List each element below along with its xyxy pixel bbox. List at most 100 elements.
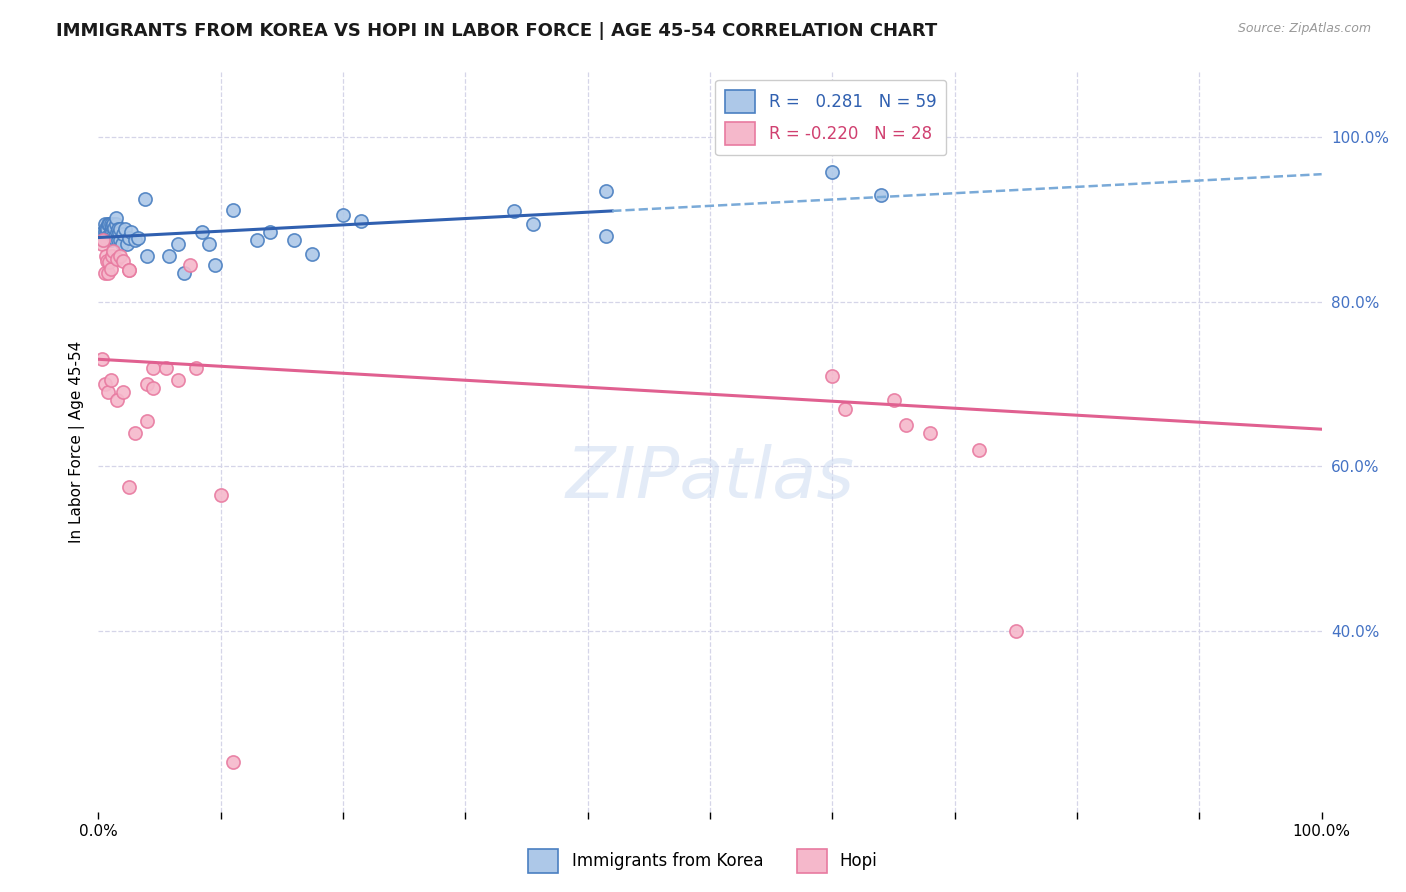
- Point: [103, 230, 125, 244]
- Point: [115, 237, 138, 252]
- Point: [118, 263, 141, 277]
- Point: [97, 385, 120, 400]
- Point: [100, 217, 122, 231]
- Point: [107, 233, 129, 247]
- Text: IMMIGRANTS FROM KOREA VS HOPI IN LABOR FORCE | AGE 45-54 CORRELATION CHART: IMMIGRANTS FROM KOREA VS HOPI IN LABOR F…: [56, 22, 938, 40]
- Point: [350, 214, 373, 228]
- Point: [821, 165, 844, 179]
- Point: [94, 220, 117, 235]
- Point: [595, 184, 617, 198]
- Point: [120, 225, 142, 239]
- Point: [246, 233, 269, 247]
- Point: [100, 233, 122, 247]
- Point: [142, 360, 165, 375]
- Point: [920, 426, 942, 441]
- Point: [197, 237, 219, 252]
- Point: [883, 393, 905, 408]
- Point: [522, 217, 544, 231]
- Point: [101, 250, 124, 264]
- Point: [167, 237, 190, 252]
- Point: [93, 266, 115, 280]
- Point: [167, 373, 190, 387]
- Point: [93, 217, 115, 231]
- Legend: R =   0.281   N = 59, R = -0.220   N = 28: R = 0.281 N = 59, R = -0.220 N = 28: [716, 79, 946, 155]
- Point: [136, 414, 159, 428]
- Point: [222, 756, 245, 770]
- Point: [110, 222, 132, 236]
- Point: [91, 237, 114, 252]
- Point: [96, 253, 118, 268]
- Point: [108, 227, 131, 241]
- Point: [96, 222, 118, 236]
- Point: [283, 233, 305, 247]
- Point: [136, 250, 159, 264]
- Point: [98, 255, 121, 269]
- Point: [118, 480, 141, 494]
- Point: [127, 230, 149, 244]
- Point: [821, 368, 844, 383]
- Point: [222, 202, 245, 217]
- Point: [136, 376, 159, 391]
- Point: [91, 225, 114, 239]
- Point: [110, 233, 132, 247]
- Point: [104, 217, 127, 231]
- Point: [259, 225, 281, 239]
- Point: [98, 230, 121, 244]
- Point: [1004, 624, 1026, 638]
- Point: [101, 217, 124, 231]
- Point: [101, 225, 124, 239]
- Point: [93, 225, 115, 239]
- Point: [93, 376, 115, 391]
- Point: [595, 228, 617, 243]
- Point: [97, 266, 120, 280]
- Point: [894, 418, 917, 433]
- Point: [91, 228, 114, 243]
- Point: [191, 225, 214, 239]
- Point: [332, 208, 354, 222]
- Point: [142, 381, 165, 395]
- Point: [91, 233, 114, 247]
- Point: [100, 373, 122, 387]
- Point: [503, 204, 526, 219]
- Point: [105, 252, 128, 266]
- Point: [834, 401, 856, 416]
- Point: [118, 230, 141, 244]
- Point: [100, 225, 122, 239]
- Point: [97, 228, 120, 243]
- Point: [204, 258, 226, 272]
- Point: [114, 222, 136, 236]
- Text: ZIPatlas: ZIPatlas: [565, 444, 855, 513]
- Point: [100, 261, 122, 276]
- Point: [209, 488, 232, 502]
- Point: [124, 233, 146, 247]
- Point: [301, 247, 323, 261]
- Point: [91, 352, 114, 367]
- Point: [103, 220, 125, 235]
- Point: [157, 250, 180, 264]
- Point: [101, 219, 124, 233]
- Point: [105, 393, 128, 408]
- Point: [111, 385, 134, 400]
- Point: [94, 227, 117, 242]
- Point: [104, 211, 127, 225]
- Point: [111, 227, 134, 242]
- Point: [155, 360, 177, 375]
- Point: [91, 233, 114, 247]
- Point: [111, 237, 134, 252]
- Point: [134, 192, 156, 206]
- Point: [96, 233, 118, 247]
- Point: [110, 250, 132, 264]
- Point: [94, 250, 117, 264]
- Point: [101, 244, 124, 258]
- Point: [118, 263, 141, 277]
- Point: [186, 360, 208, 375]
- Point: [179, 258, 201, 272]
- Point: [124, 426, 146, 441]
- Y-axis label: In Labor Force | Age 45-54: In Labor Force | Age 45-54: [69, 341, 84, 542]
- Point: [870, 187, 893, 202]
- Point: [97, 217, 120, 231]
- Point: [105, 225, 128, 239]
- Text: Source: ZipAtlas.com: Source: ZipAtlas.com: [1237, 22, 1371, 36]
- Legend: Immigrants from Korea, Hopi: Immigrants from Korea, Hopi: [522, 842, 884, 880]
- Point: [98, 217, 121, 231]
